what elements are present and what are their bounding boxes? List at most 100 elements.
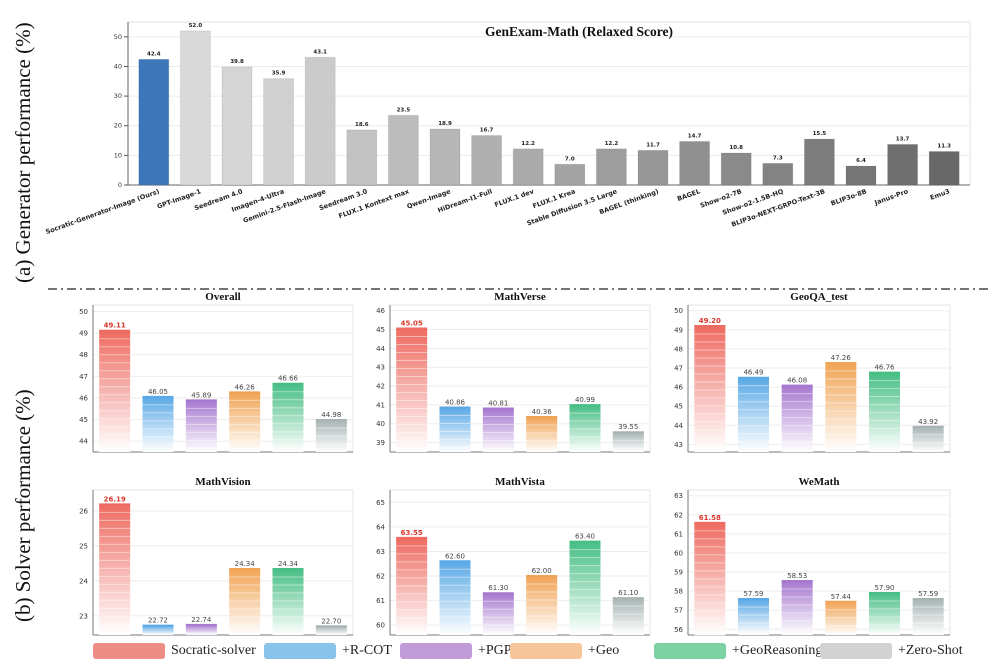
solver-bar-value: 58.53 <box>787 572 807 580</box>
gen-bar-value: 39.8 <box>230 59 244 65</box>
solver-bar <box>439 561 471 635</box>
y-tick-label: 62 <box>674 511 683 519</box>
solver-bar-value: 62.00 <box>532 567 552 575</box>
y-tick-label: 50 <box>114 33 122 41</box>
gen-category-label: FLUX.1 dev <box>493 187 535 209</box>
solver-bar <box>142 625 174 635</box>
solver-bar-value: 57.59 <box>743 590 763 598</box>
solver-bar-value: 40.86 <box>445 399 466 407</box>
gen-bar <box>221 66 253 186</box>
solver-bar-value: 63.55 <box>401 529 423 537</box>
legend-item: +Zero-Shot <box>820 641 963 661</box>
solver-bar-value: 40.81 <box>488 399 508 407</box>
solver-bar <box>185 624 217 635</box>
gen-bar <box>512 148 544 186</box>
y-tick-label: 44 <box>674 422 683 430</box>
gen-bar-value: 42.4 <box>147 51 161 57</box>
solver-bar-value: 57.90 <box>874 584 894 592</box>
y-tick-label: 63 <box>674 492 683 500</box>
y-tick-label: 61 <box>376 597 385 605</box>
solver-bar <box>781 385 813 452</box>
legend-label: +R-COT <box>342 643 392 658</box>
y-tick-label: 64 <box>376 523 385 531</box>
y-tick-label: 47 <box>674 365 683 373</box>
legend-item: +GeoReasoning <box>654 641 822 661</box>
legend-label: +PGPS <box>478 643 520 658</box>
y-tick-label: 46 <box>376 307 385 315</box>
legend-label: +GeoReasoning <box>732 643 823 658</box>
gen-category-label: Emu3 <box>929 187 951 201</box>
solver-bar-value: 61.10 <box>618 589 638 597</box>
solver-bar-value: 43.92 <box>918 418 938 426</box>
y-tick-label: 47 <box>79 373 88 381</box>
legend-label: +Zero-Shot <box>898 643 963 658</box>
y-tick-label: 50 <box>674 307 683 315</box>
solver-bar <box>482 408 514 452</box>
y-tick-label: 61 <box>674 530 683 538</box>
solver-panel-title: MathVista <box>495 476 545 488</box>
legend-swatch <box>400 643 472 659</box>
y-tick-label: 20 <box>114 122 122 130</box>
solver-bar-value: 45.05 <box>401 320 423 328</box>
gen-category-label: BLIP3o-8B <box>830 187 868 207</box>
gen-bar <box>387 114 419 186</box>
y-tick-label: 39 <box>376 439 385 447</box>
y-tick-label: 44 <box>376 345 385 353</box>
solver-bar <box>869 593 900 635</box>
solver-bar-value: 45.89 <box>191 391 211 399</box>
plot-area <box>389 304 651 453</box>
solver-bar <box>825 363 857 452</box>
solver-bar <box>396 328 428 452</box>
solver-bar <box>315 420 347 452</box>
generator-chart: 0 10 20 30 40 50 42.4 Socratic-Generator-Image … <box>45 21 971 236</box>
solver-bar-value: 46.08 <box>787 377 807 385</box>
solver-panel: 23 24 25 26 26.19 22.72 22.74 24.34 24.34 22.70 Ma… <box>79 476 354 636</box>
gen-bar <box>179 30 211 186</box>
solver-bar-value: 61.30 <box>488 584 508 592</box>
y-tick-label: 40 <box>114 62 122 70</box>
solver-bar <box>272 383 304 452</box>
legend-item: +Geo <box>510 641 619 661</box>
y-tick-label: 57 <box>674 607 683 615</box>
y-tick-label: 58 <box>674 588 683 596</box>
solver-legend: Socratic-solver +R-COT +PGPS +Geo +GeoReason… <box>0 641 997 661</box>
y-tick-label: 40 <box>376 420 385 428</box>
y-tick-label: 45 <box>79 416 88 424</box>
solver-bar <box>569 541 601 635</box>
solver-bar <box>738 598 769 635</box>
solver-bar-value: 22.74 <box>191 616 212 624</box>
gen-category-label: Janus-Pro <box>873 187 910 207</box>
solver-bar-value: 49.11 <box>104 322 126 330</box>
gen-bar <box>762 162 794 186</box>
gen-bar-value: 15.5 <box>813 131 827 137</box>
solver-bar <box>825 601 857 635</box>
y-tick-label: 43 <box>674 441 683 449</box>
gen-bar <box>720 152 752 186</box>
gen-bar <box>803 138 835 186</box>
y-tick-label: 23 <box>79 612 88 620</box>
solver-bar <box>738 377 769 452</box>
solver-bar-value: 24.34 <box>235 560 256 568</box>
y-tick-label: 48 <box>79 351 88 359</box>
solver-bar-value: 63.40 <box>575 533 595 541</box>
solver-bar-value: 62.60 <box>445 552 465 560</box>
legend-item: Socratic-solver <box>93 641 256 661</box>
solver-bar <box>99 330 131 452</box>
solver-panel: 60 61 62 63 64 65 63.55 62.60 61.30 62.00 63.40 61.… <box>376 476 651 636</box>
solver-bar <box>439 407 471 452</box>
gen-bar <box>304 56 336 186</box>
y-tick-label: 46 <box>674 384 683 392</box>
gen-chart-title: GenExam-Math (Relaxed Score) <box>485 24 673 39</box>
solver-bar <box>526 416 558 452</box>
legend-swatch <box>654 643 726 659</box>
solver-bar <box>272 568 304 635</box>
solver-bar <box>185 400 217 452</box>
y-tick-label: 41 <box>376 401 385 409</box>
gen-bar-value: 10.8 <box>729 145 743 151</box>
solver-bar-value: 40.99 <box>575 396 595 404</box>
legend-swatch <box>820 643 892 659</box>
solver-bar <box>229 568 261 635</box>
gen-bar-value: 18.6 <box>355 122 369 128</box>
plot-area <box>389 489 651 636</box>
solver-bar-value: 46.66 <box>278 375 299 383</box>
